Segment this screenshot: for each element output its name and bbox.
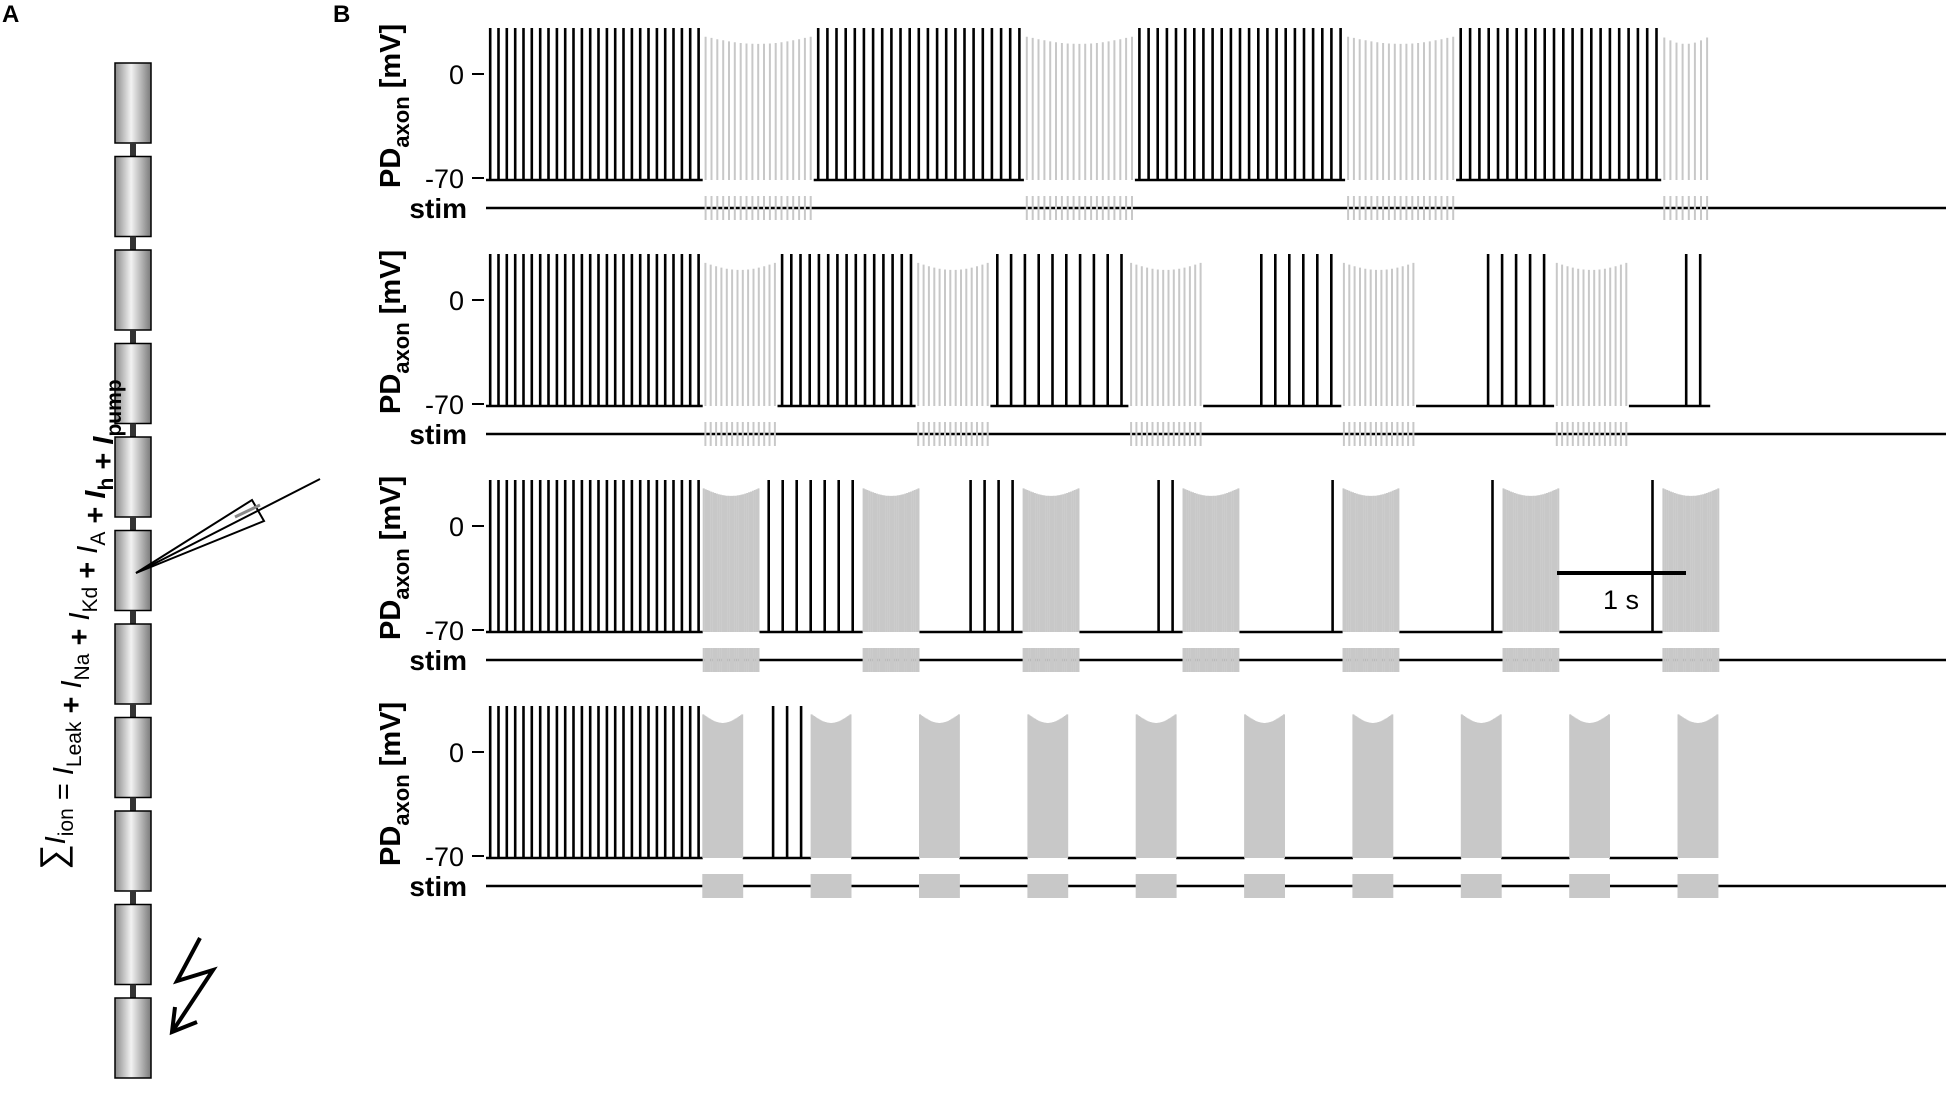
stim-label: stim	[409, 871, 467, 902]
axon-compartment	[114, 155, 152, 238]
compartment-connector	[130, 236, 136, 250]
equation-subscript: Kd	[79, 587, 102, 613]
axon-compartment	[114, 62, 152, 144]
lightning-stimulus-icon	[169, 937, 218, 1036]
compartment-connector	[130, 517, 136, 531]
y-tick-label: 0	[449, 512, 464, 542]
stim-label: stim	[409, 419, 467, 450]
compartment-connector	[130, 984, 136, 998]
equation-term: +	[80, 499, 112, 532]
compartment-connector	[130, 330, 136, 344]
equation-subscript: Na	[71, 653, 94, 680]
y-tick-label: 0	[449, 60, 464, 90]
trace-row-2: 0 -70 PDaxon [mV] stim	[375, 250, 1946, 450]
y-axis-label: PDaxon [mV]	[375, 24, 414, 188]
axon-compartment	[114, 623, 152, 705]
compartment-connector	[130, 143, 136, 157]
axon-compartment	[114, 997, 152, 1079]
axon-compartment	[114, 903, 152, 986]
compartment-connector	[130, 423, 136, 437]
y-tick-label: -70	[425, 616, 464, 646]
axon-compartment	[114, 436, 152, 518]
y-axis-label: PDaxon [mV]	[375, 476, 414, 640]
equation-term: +	[72, 554, 104, 587]
equation-subscript: Leak	[63, 721, 86, 767]
compartment-connector	[130, 797, 136, 811]
axon-cable	[114, 62, 152, 1079]
y-tick-label: -70	[425, 842, 464, 872]
trace-row-4: 0 -70 PDaxon [mV] stim	[375, 702, 1946, 902]
time-scale-bar: 1 s	[1557, 571, 1686, 615]
equation-subscript: ion	[55, 808, 78, 836]
y-axis-label: PDaxon [mV]	[375, 702, 414, 866]
equation-subscript: A	[87, 532, 110, 546]
equation-term: =	[48, 775, 80, 808]
y-tick-label: 0	[449, 286, 464, 316]
equation-subscript: h	[95, 478, 118, 491]
axon-compartment	[114, 529, 152, 612]
ionic-current-equation: ∑Iion = ILeak + INa + IKd + IA + Ih + Ip…	[32, 379, 126, 870]
scale-bar-label: 1 s	[1603, 585, 1639, 615]
compartment-connector	[130, 704, 136, 718]
panel-b-label: B	[333, 1, 350, 28]
trace-row-3: 0 -70 PDaxon [mV] stim	[375, 476, 1946, 676]
y-axis-label: PDaxon [mV]	[375, 250, 414, 414]
electrode-icon	[135, 478, 321, 574]
equation-term: I	[40, 836, 72, 844]
y-tick-label: 0	[449, 738, 464, 768]
equation-term: +	[64, 621, 96, 654]
y-tick-label: -70	[425, 164, 464, 194]
stim-label: stim	[409, 193, 467, 224]
axon-compartment	[114, 810, 152, 892]
voltage-traces: 0 -70 PDaxon [mV] stim 0 -70 PDaxon [mV] stim 0 -…	[375, 24, 1946, 902]
y-tick-label: -70	[425, 390, 464, 420]
equation-subscript: pump	[103, 379, 126, 436]
axon-compartment	[114, 249, 152, 331]
sum-symbol: ∑	[32, 844, 73, 870]
equation-term: I	[56, 680, 88, 688]
equation-term: I	[48, 767, 80, 775]
trace-row-1: 0 -70 PDaxon [mV] stim	[375, 24, 1946, 224]
equation-term: I	[80, 490, 112, 499]
compartment-connector	[130, 610, 136, 624]
axon-compartment	[114, 716, 152, 799]
equation-term: I	[88, 436, 120, 445]
equation-term: I	[64, 612, 96, 620]
stim-label: stim	[409, 645, 467, 676]
panel-a-label: A	[2, 1, 19, 28]
axon-compartment	[114, 342, 152, 425]
equation-term: +	[88, 445, 120, 478]
equation-term: I	[72, 546, 104, 554]
compartment-connector	[130, 891, 136, 905]
equation-term: +	[56, 689, 88, 722]
